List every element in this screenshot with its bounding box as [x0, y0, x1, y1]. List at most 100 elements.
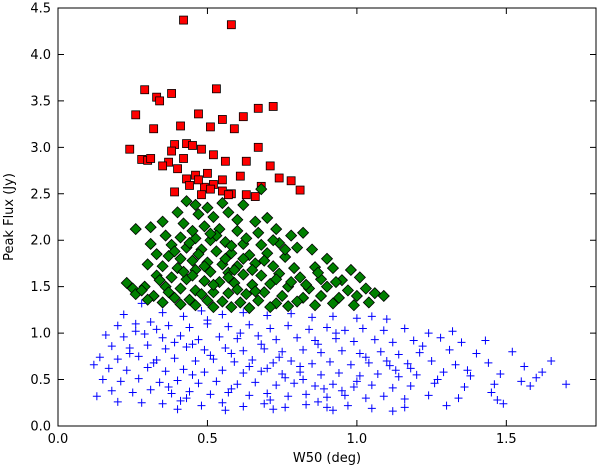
series-2-point-175 [388, 407, 397, 416]
series-2-point-119 [212, 377, 221, 386]
series-2-point-127 [367, 381, 376, 390]
series-1-point-131 [258, 254, 271, 267]
series-2-point-210 [361, 353, 370, 362]
series-2-point-21 [245, 320, 254, 329]
series-2-point-98 [218, 366, 227, 375]
series-2-point-197 [481, 336, 490, 345]
series-1-point-63 [237, 268, 250, 281]
series-1-point-127 [192, 248, 205, 261]
series-0-point-31 [173, 164, 182, 174]
series-0-point-14 [176, 121, 185, 131]
series-2-point-170 [499, 399, 508, 408]
series-2-point-62 [337, 346, 346, 355]
series-2-point-89 [484, 358, 493, 367]
axis-ticks: 0.0 0.5 1.0 1.5 0.0 0.5 1.0 1.5 2.0 2.5 3.0 3.5 4.0 4… [30, 2, 596, 447]
series-2-point-14 [113, 321, 122, 330]
series-1-point-116 [225, 301, 238, 314]
series-1-point-117 [243, 301, 256, 315]
series-0-point-13 [149, 124, 159, 134]
series-0-point-5 [167, 89, 176, 98]
series-2-point-88 [451, 360, 460, 369]
series-2-point-95 [161, 367, 170, 376]
series-2-point-38 [233, 334, 242, 343]
series-1-point-24 [159, 229, 172, 242]
series-2-point-64 [376, 347, 385, 356]
series-2-point-156 [137, 398, 146, 407]
series-2-point-215 [487, 388, 496, 397]
series-0-point-16 [229, 124, 239, 134]
series-1-point-128 [168, 245, 181, 258]
series-0-point-42 [185, 181, 194, 190]
series-2-point-18 [185, 323, 194, 332]
series-2-point-196 [418, 342, 427, 351]
series-1-point-7 [192, 208, 205, 221]
series-2-point-111 [496, 369, 505, 378]
series-2-point-145 [302, 390, 311, 399]
series-2-point-110 [466, 371, 475, 380]
y-axis-label: Peak Flux (Jy) [2, 173, 17, 261]
series-1-point-111 [326, 297, 340, 310]
series-0-point-41 [286, 176, 296, 186]
series-1-point-53 [288, 262, 301, 275]
series-2-point-185 [299, 375, 308, 384]
series-1-point-17 [231, 224, 244, 237]
series-2-point-155 [113, 397, 122, 406]
series-2-point-118 [194, 379, 203, 388]
series-0-point-8 [268, 102, 278, 111]
series-0-point-40 [274, 173, 284, 183]
series-2-point-10 [328, 312, 337, 321]
series-2-point-199 [517, 377, 526, 386]
series-2-point-168 [400, 403, 409, 412]
series-1-point-138 [285, 275, 298, 289]
series-0-point-9 [131, 110, 141, 120]
series-2-point-194 [352, 377, 361, 386]
series-2-point-100 [257, 367, 266, 376]
series-2-point-12 [367, 312, 376, 321]
series-1-point-146 [204, 227, 217, 240]
series-2-point-133 [526, 382, 535, 391]
series-2-point-163 [281, 403, 290, 412]
series-2-point-161 [239, 402, 248, 411]
series-2-point-61 [317, 348, 326, 357]
series-1-point-98 [368, 287, 381, 300]
series-2-point-108 [412, 370, 421, 379]
series-1-point-2 [180, 195, 193, 208]
series-2-point-28 [379, 326, 388, 335]
series-2-point-106 [373, 369, 382, 378]
series-2-point-209 [331, 329, 340, 338]
series-2-point-78 [248, 356, 257, 365]
series-2-point-109 [439, 368, 448, 377]
series-2-point-122 [272, 381, 281, 390]
series-2-point-114 [116, 377, 125, 386]
series-1-point-91 [240, 288, 253, 301]
series-1-point-135 [195, 288, 208, 301]
series-2-point-165 [323, 403, 331, 412]
series-2-point-25 [323, 323, 331, 332]
series-2-point-5 [218, 310, 227, 319]
series-2-point-116 [155, 378, 164, 387]
series-2-point-57 [239, 346, 248, 355]
series-2-point-6 [239, 308, 248, 317]
series-1-point-87 [174, 282, 187, 295]
series-1-point-73 [198, 275, 211, 288]
series-2-point-71 [113, 355, 122, 364]
series-2-point-53 [161, 344, 170, 353]
x-axis-label: W50 (deg) [293, 451, 361, 466]
series-2-point-158 [176, 396, 185, 405]
series-2-point-9 [308, 313, 317, 322]
series-2-point-97 [200, 368, 209, 377]
series-1-point-92 [258, 286, 271, 299]
series-2-point-172 [221, 406, 230, 415]
series-2-point-202 [182, 394, 191, 403]
series-2-point-41 [293, 333, 302, 342]
series-2-point-147 [340, 391, 349, 400]
series-0-point-49 [241, 190, 251, 200]
series-1-point-21 [297, 226, 310, 239]
series-0-point-21 [197, 144, 206, 154]
series-1-point-145 [237, 252, 250, 265]
series-1-point-144 [222, 271, 235, 284]
series-2-point-83 [346, 360, 355, 369]
series-1-point-139 [300, 278, 313, 291]
series-2-point-154 [92, 392, 101, 401]
